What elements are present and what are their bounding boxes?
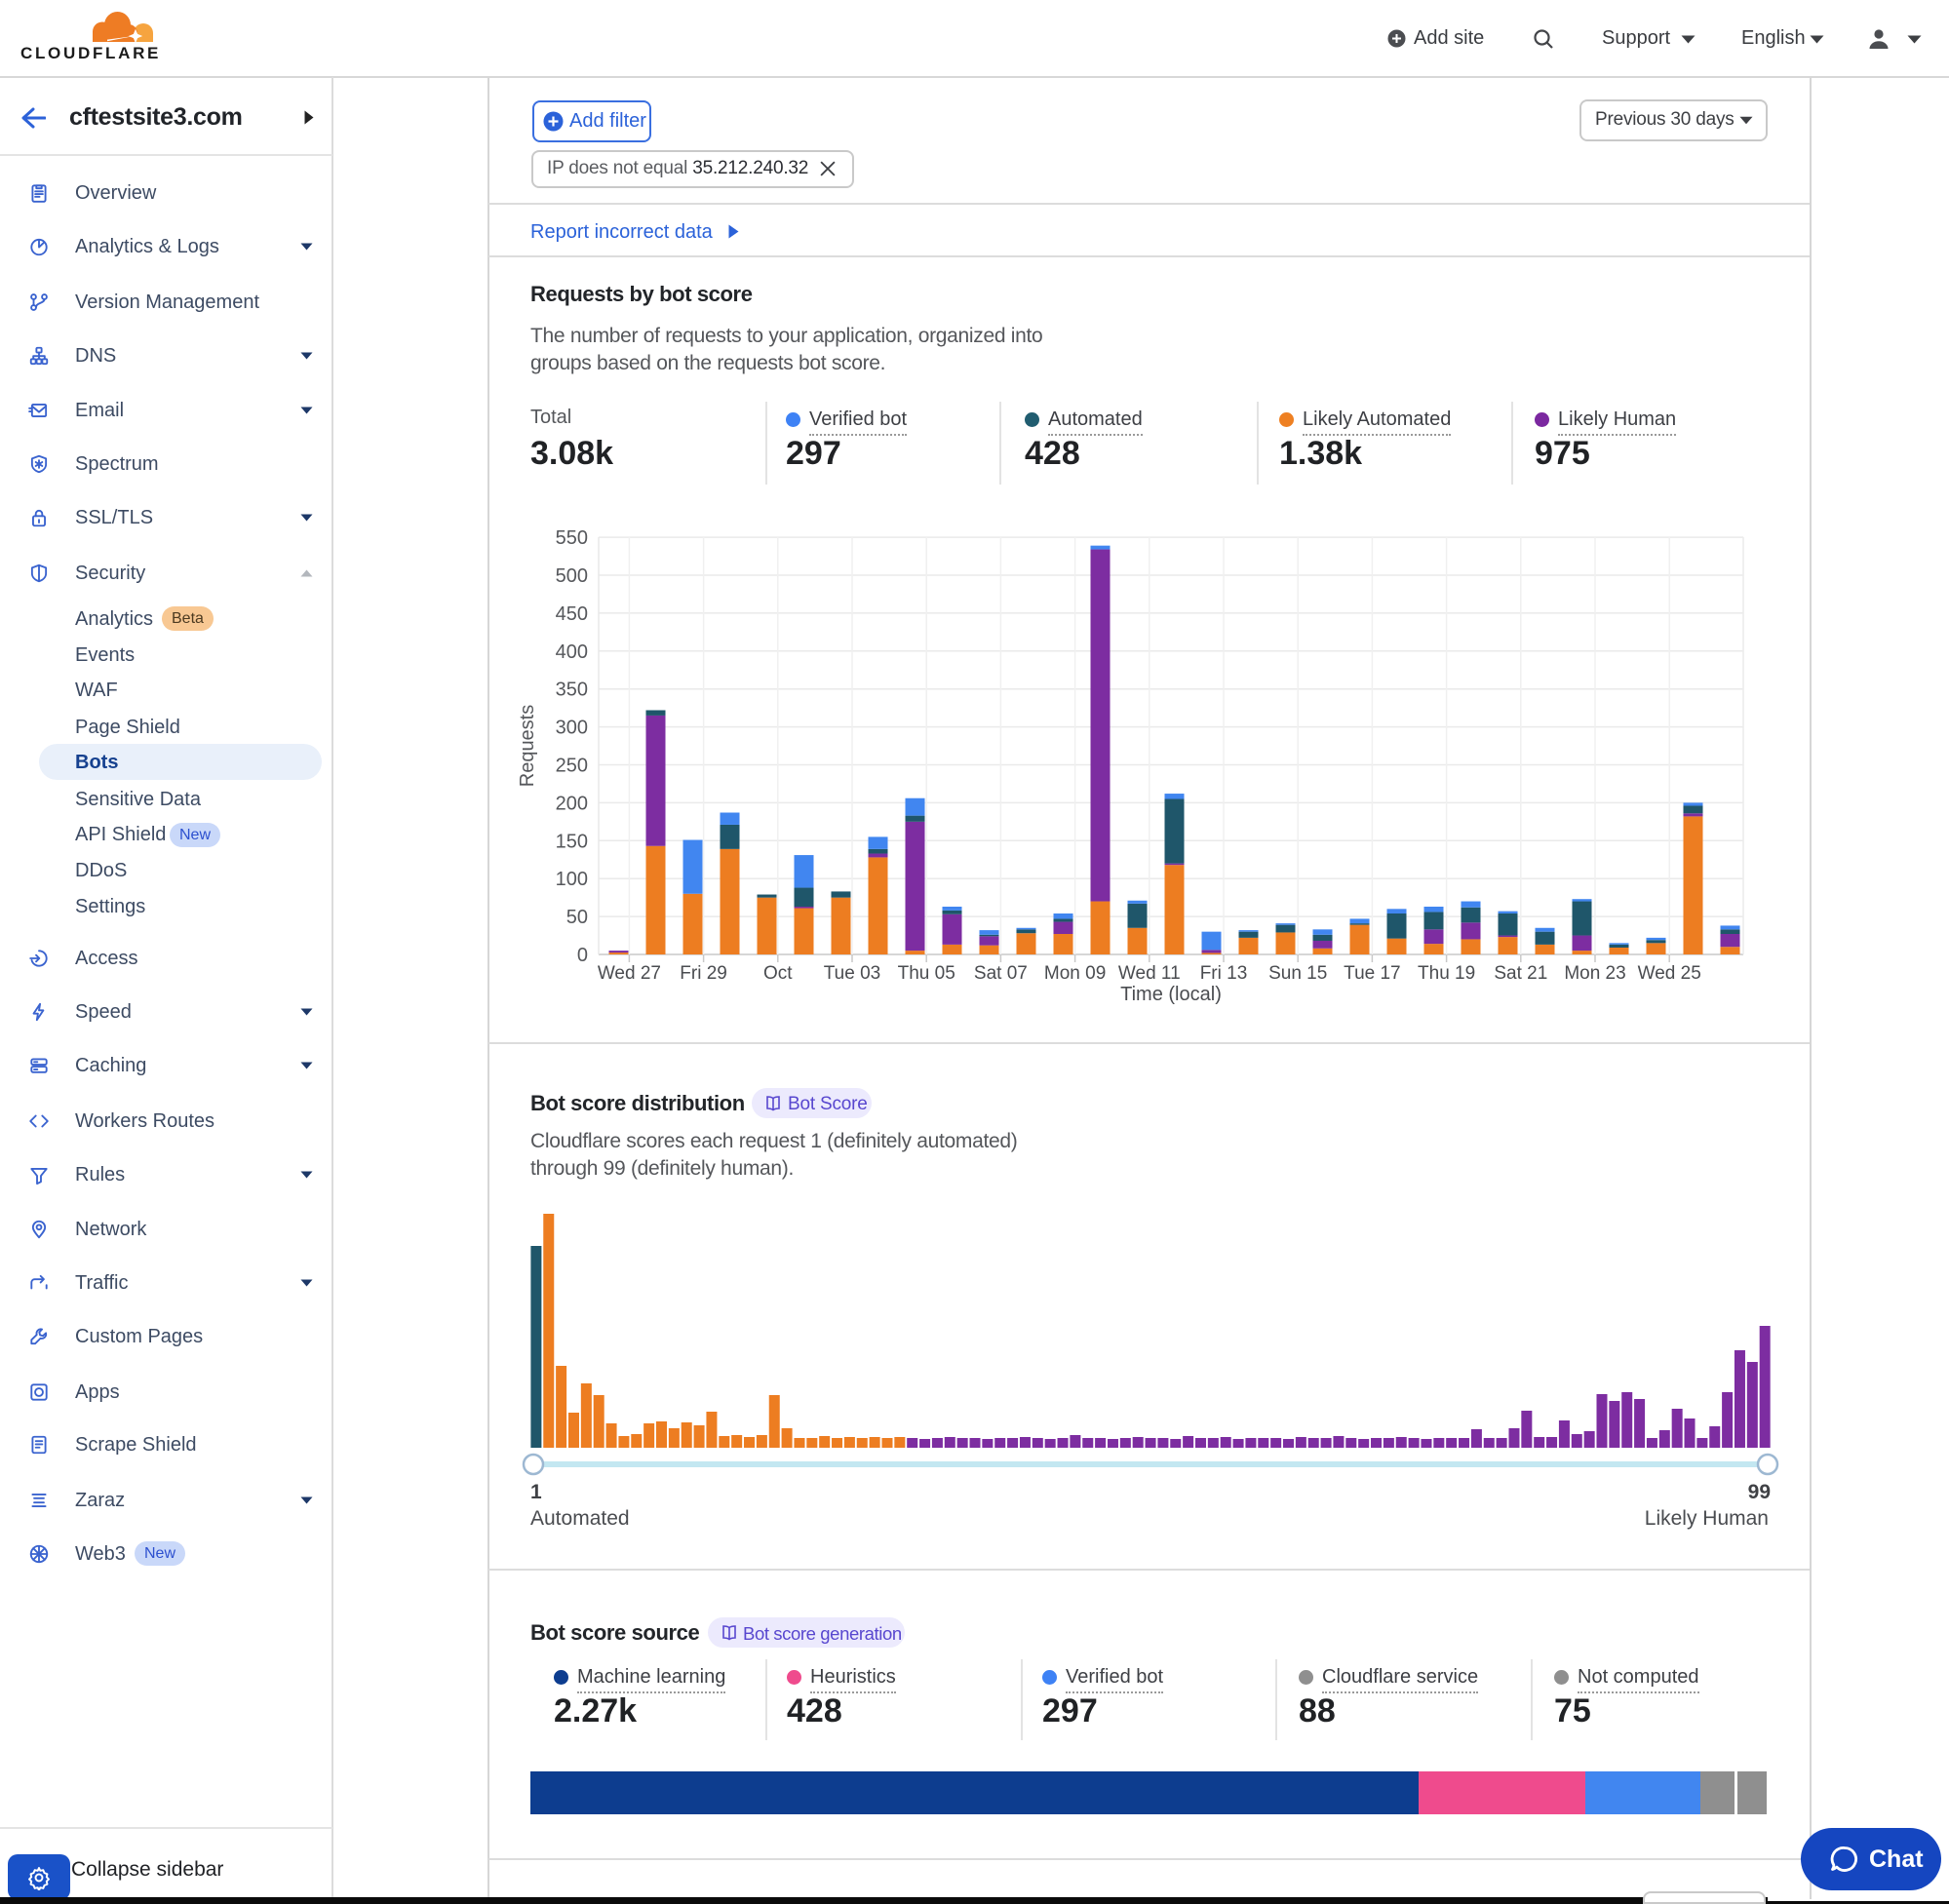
- svg-text:550: 550: [556, 527, 588, 549]
- svg-text:Sun 15: Sun 15: [1268, 963, 1327, 984]
- svg-text:350: 350: [556, 680, 588, 701]
- svg-text:Thu 19: Thu 19: [1418, 963, 1475, 984]
- svg-text:Time (local): Time (local): [1120, 984, 1222, 1005]
- svg-text:300: 300: [556, 718, 588, 739]
- svg-text:Sat 21: Sat 21: [1494, 963, 1547, 984]
- svg-text:400: 400: [556, 641, 588, 663]
- svg-text:Mon 23: Mon 23: [1564, 963, 1625, 984]
- svg-text:50: 50: [566, 907, 588, 928]
- svg-text:99: 99: [1748, 1481, 1771, 1503]
- svg-text:1: 1: [530, 1481, 542, 1503]
- svg-text:Sat 07: Sat 07: [974, 963, 1028, 984]
- svg-text:500: 500: [556, 565, 588, 587]
- svg-text:150: 150: [556, 831, 588, 852]
- svg-text:Wed 25: Wed 25: [1638, 963, 1701, 984]
- svg-text:Fri 29: Fri 29: [680, 963, 727, 984]
- svg-text:Oct: Oct: [763, 963, 793, 984]
- svg-text:Tue 03: Tue 03: [824, 963, 880, 984]
- svg-text:100: 100: [556, 869, 588, 890]
- svg-text:Likely Human: Likely Human: [1645, 1507, 1769, 1530]
- svg-text:Requests: Requests: [517, 705, 538, 788]
- svg-text:Wed 27: Wed 27: [598, 963, 661, 984]
- svg-text:250: 250: [556, 756, 588, 777]
- svg-text:Tue 17: Tue 17: [1344, 963, 1400, 984]
- svg-text:Thu 05: Thu 05: [898, 963, 955, 984]
- svg-text:Automated: Automated: [530, 1507, 630, 1530]
- svg-text:Fri 13: Fri 13: [1200, 963, 1248, 984]
- svg-text:200: 200: [556, 793, 588, 814]
- svg-text:0: 0: [577, 945, 588, 966]
- svg-text:450: 450: [556, 603, 588, 625]
- svg-text:Wed 11: Wed 11: [1118, 963, 1181, 984]
- svg-text:Mon 09: Mon 09: [1044, 963, 1106, 984]
